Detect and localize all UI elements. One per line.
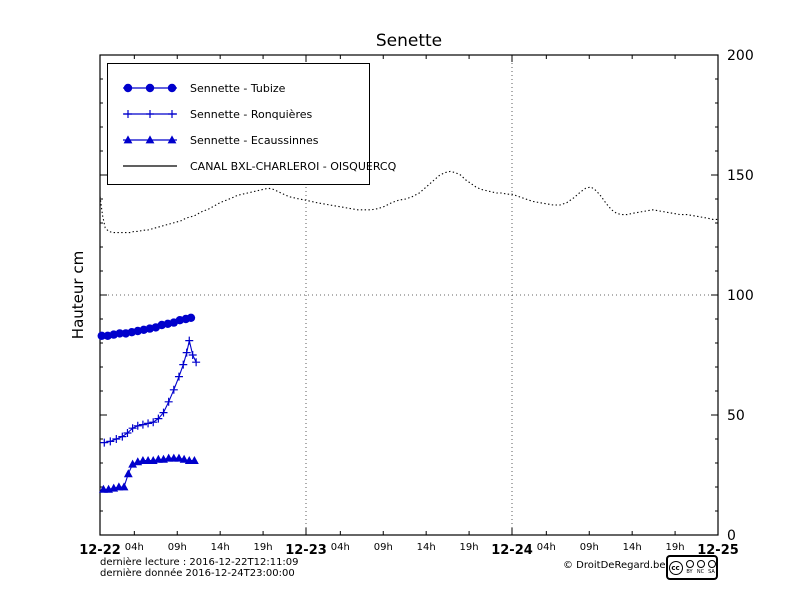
- legend-label: Sennette - Ecaussinnes: [190, 133, 319, 147]
- marker-plus: [146, 110, 154, 118]
- chart-title: Senette: [375, 31, 443, 51]
- marker-plus: [159, 408, 168, 417]
- legend-sample-circle: [123, 83, 177, 93]
- last-read-text: dernière lecture : 2016-12-22T12:11:09: [100, 557, 299, 568]
- marker-plus: [123, 429, 132, 437]
- marker-plus: [154, 414, 163, 423]
- series-canal-bxl-charleroi-oisquercq: [99, 170, 718, 234]
- marker-plus: [182, 348, 191, 357]
- marker-triangle: [179, 454, 189, 463]
- cc-by-icon: BY: [685, 560, 694, 575]
- marker-plus: [118, 432, 127, 441]
- x-tick-label-minor: 09h: [168, 542, 187, 553]
- legend-label: CANAL BXL-CHARLEROI - OISQUERCQ: [190, 159, 397, 173]
- x-tick-label-minor: 04h: [331, 542, 350, 553]
- legend-item-ecaussinnes: Sennette - Ecaussinnes: [108, 127, 369, 153]
- footer-status: dernière lecture : 2016-12-22T12:11:09 d…: [100, 557, 299, 579]
- marker-plus: [112, 435, 121, 443]
- marker-circle: [115, 329, 124, 338]
- marker-plus: [185, 336, 194, 345]
- cc-sa-icon: SA: [707, 560, 716, 575]
- legend-label: Sennette - Tubize: [190, 81, 286, 95]
- x-tick-label-minor: 14h: [211, 542, 230, 553]
- marker-triangle: [145, 135, 155, 144]
- marker-plus: [188, 351, 197, 359]
- cc-license-badge[interactable]: cc BY NC SA: [666, 555, 718, 580]
- x-tick-label-minor: 09h: [580, 542, 599, 553]
- cc-icon: cc: [668, 560, 683, 575]
- legend-item-tubize: Sennette - Tubize: [108, 75, 369, 101]
- last-data-text: dernière donnée 2016-12-24T23:00:00: [100, 568, 295, 579]
- marker-triangle: [167, 135, 177, 144]
- series-ronquieres: [100, 336, 201, 447]
- marker-triangle: [190, 456, 199, 464]
- x-tick-label-minor: 19h: [460, 542, 479, 553]
- marker-plus: [133, 421, 142, 430]
- marker-triangle: [119, 482, 129, 491]
- series-line: [104, 340, 197, 444]
- legend-label: Sennette - Ronquières: [190, 107, 313, 121]
- marker-triangle: [174, 453, 184, 462]
- y-axis-label: Hauteur cm: [69, 250, 87, 340]
- y-tick-label: 100: [727, 288, 754, 304]
- x-tick-label-minor: 19h: [666, 542, 685, 553]
- marker-plus: [179, 360, 188, 369]
- marker-plus: [149, 418, 158, 427]
- legend: Sennette - Tubize Sennette - Ronquières Se…: [107, 63, 396, 185]
- cc-nc-icon: NC: [696, 560, 705, 575]
- legend-item-canal-bxl-charleroi-oisquercq: CANAL BXL-CHARLEROI - OISQUERCQ: [108, 153, 396, 179]
- marker-plus: [124, 110, 132, 118]
- marker-plus: [128, 424, 137, 433]
- y-tick-label: 150: [727, 168, 754, 184]
- legend-sample-plus: [123, 110, 177, 118]
- series-ecaussinnes: [99, 453, 199, 493]
- marker-plus: [100, 438, 109, 447]
- x-tick-label-major: 12-25: [697, 543, 739, 558]
- x-tick-label-minor: 09h: [374, 542, 393, 553]
- x-tick-label-major: 12-22: [79, 543, 121, 558]
- legend-sample-line: [123, 165, 177, 167]
- x-tick-label-minor: 04h: [125, 542, 144, 553]
- marker-plus: [169, 385, 178, 394]
- x-tick-label-minor: 14h: [417, 542, 436, 553]
- marker-plus: [174, 372, 183, 381]
- marker-plus: [168, 110, 176, 118]
- x-tick-label-minor: 19h: [254, 542, 273, 553]
- marker-circle: [97, 331, 106, 340]
- marker-plus: [192, 358, 201, 367]
- y-tick-label: 0: [727, 528, 736, 544]
- y-tick-label: 200: [727, 48, 754, 64]
- y-tick-label: 50: [727, 408, 745, 424]
- x-tick-label-minor: 04h: [537, 542, 556, 553]
- marker-circle: [123, 83, 133, 93]
- marker-circle: [145, 83, 155, 93]
- marker-plus: [164, 397, 173, 406]
- x-tick-label-major: 12-23: [285, 543, 327, 558]
- marker-plus: [144, 419, 153, 428]
- copyright-link[interactable]: © DroitDeRegard.be: [563, 560, 666, 571]
- marker-triangle: [123, 469, 133, 478]
- marker-plus: [138, 420, 147, 429]
- series-tubize: [97, 313, 196, 340]
- x-tick-label-major: 12-24: [491, 543, 533, 558]
- legend-item-ronquieres: Sennette - Ronquières: [108, 101, 369, 127]
- series-line: [99, 170, 718, 234]
- marker-plus: [106, 437, 115, 446]
- marker-circle: [186, 313, 196, 322]
- marker-triangle: [123, 135, 133, 144]
- marker-triangle: [128, 459, 138, 468]
- legend-sample-triangle: [123, 135, 177, 144]
- x-tick-label-minor: 14h: [623, 542, 642, 553]
- marker-circle: [167, 83, 177, 93]
